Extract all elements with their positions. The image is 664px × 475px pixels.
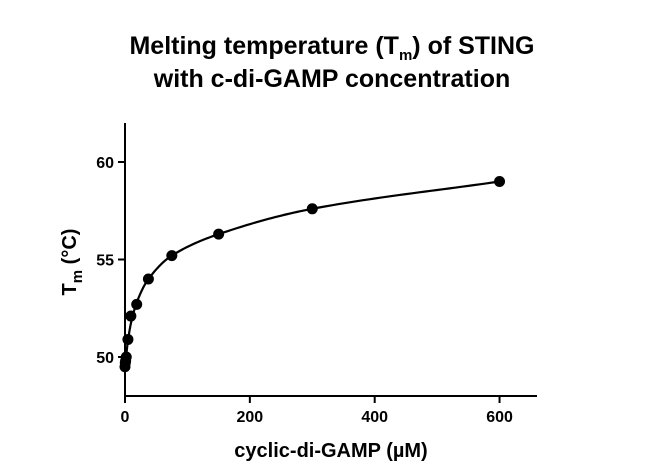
data-point xyxy=(166,250,178,262)
data-point xyxy=(142,273,154,285)
data-point xyxy=(131,298,143,310)
y-tick-label: 50 xyxy=(96,350,114,367)
data-point xyxy=(120,351,132,363)
chart-title-line1-before: Melting temperature (T xyxy=(129,32,398,60)
x-tick-label: 0 xyxy=(121,409,130,426)
data-point xyxy=(122,333,134,345)
chart-title-line1-sub: m xyxy=(399,47,412,64)
x-tick-label: 200 xyxy=(236,409,263,426)
chart-title-line1-after: ) of STING xyxy=(412,32,534,60)
x-tick-label: 600 xyxy=(486,409,513,426)
chart-title-line1: Melting temperature (Tm) of STING xyxy=(129,32,534,64)
data-point xyxy=(213,228,225,240)
y-ticks: 50 55 60 xyxy=(96,155,125,367)
y-axis-label-main: T xyxy=(59,283,81,295)
y-axis-label-rest: (°C) xyxy=(59,229,81,270)
y-tick-label: 60 xyxy=(96,155,114,172)
chart-title-line2: with c-di-GAMP concentration xyxy=(153,65,511,93)
y-axis-label: Tm (°C) xyxy=(59,229,86,296)
data-point xyxy=(125,310,137,322)
y-axis-label-sub: m xyxy=(69,270,86,283)
data-point xyxy=(306,203,318,215)
y-tick-label: 55 xyxy=(96,253,114,270)
fit-curve-line xyxy=(123,180,500,367)
x-axis-label: cyclic-di-GAMP (µM) xyxy=(234,440,427,462)
x-tick-label: 400 xyxy=(361,409,388,426)
data-points xyxy=(119,176,506,373)
x-ticks: 0 200 400 600 xyxy=(121,396,513,426)
data-point xyxy=(494,176,506,187)
